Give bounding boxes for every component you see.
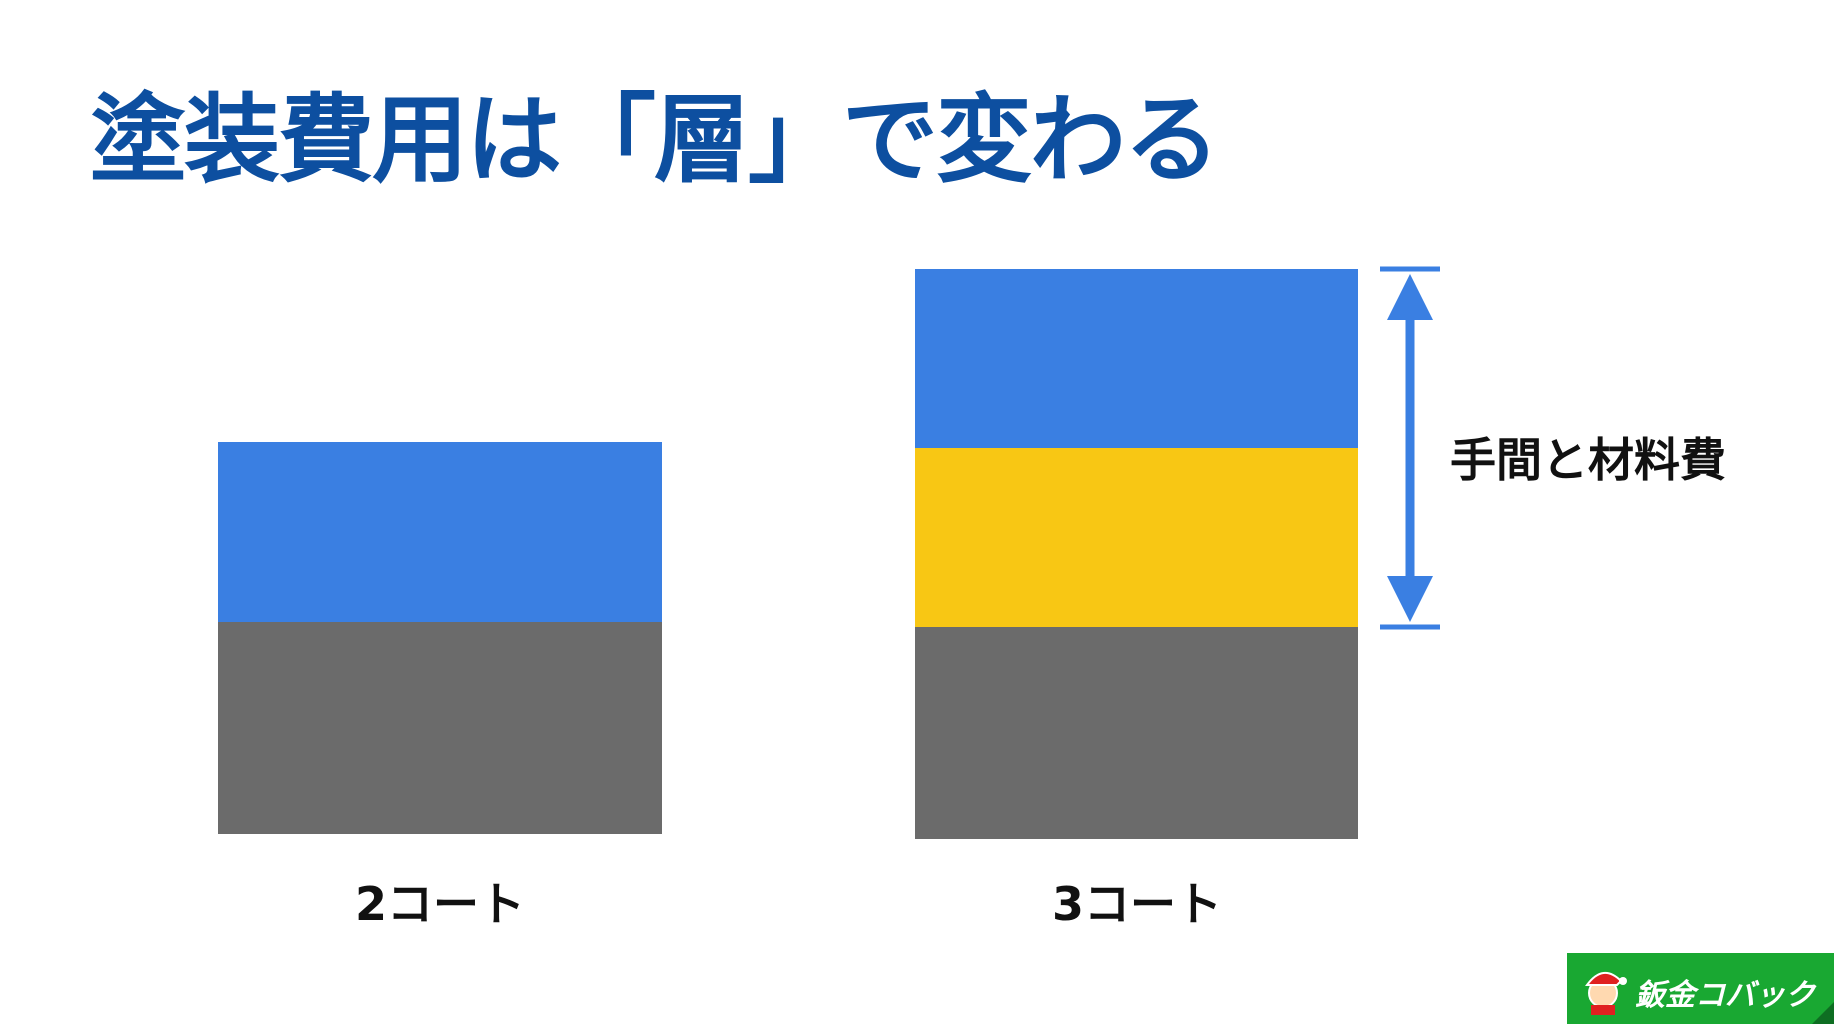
brand-logo: 鈑金コバック [1567, 953, 1834, 1024]
base-coat-layer [218, 622, 662, 834]
middle-coat-layer [915, 448, 1358, 627]
mascot-icon [1585, 972, 1627, 1015]
cost-annotation-label: 手間と材料費 [1450, 433, 1726, 487]
base-coat-layer [915, 627, 1358, 839]
top-coat-layer [218, 442, 662, 622]
two-coat-label: 2コート [354, 877, 525, 931]
three-coat-label: 3コート [1051, 877, 1222, 931]
page-title: 塗装費用は「層」で変わる [90, 84, 1220, 196]
logo-text: 鈑金コバック [1635, 978, 1815, 1013]
top-coat-layer [915, 269, 1358, 448]
logo-corner [1812, 1002, 1834, 1024]
double-arrow-icon [1380, 266, 1440, 630]
